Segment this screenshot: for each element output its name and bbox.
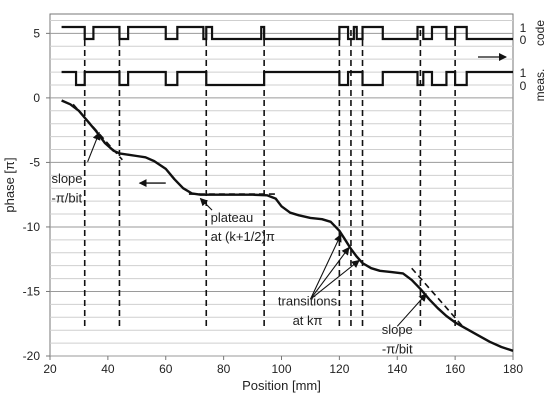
plateau-label-line1: plateau <box>211 210 254 225</box>
slope-label-1-line2: -π/bit <box>51 190 82 205</box>
y-tick-label: -20 <box>23 349 41 363</box>
transitions-label-line2: at kπ <box>293 313 323 328</box>
x-tick-label: 160 <box>445 362 465 376</box>
tick-labels: 20 40 60 80 100 120 140 160 180 -20 -15 -10 -5 0 5 Posi… <box>2 26 523 393</box>
slope-arrow-2 <box>396 293 427 327</box>
y-tick-label: -15 <box>23 284 41 298</box>
slope-label-1-line1: slope <box>51 171 82 186</box>
plateau-label-line2: at (k+1/2)π <box>211 229 275 244</box>
y-tick-label: -5 <box>29 155 40 169</box>
level-label-low: 0 <box>520 33 527 47</box>
transition-arrow <box>309 246 350 300</box>
slope-arrow-1 <box>87 131 101 162</box>
x-tick-label: 180 <box>503 362 523 376</box>
x-tick-label: 40 <box>101 362 115 376</box>
transition-arrow <box>310 259 360 300</box>
gridlines <box>50 19 513 357</box>
plateau-arrow <box>199 197 213 211</box>
x-tick-label: 140 <box>387 362 407 376</box>
x-tick-label: 120 <box>329 362 349 376</box>
x-tick-label: 20 <box>43 362 57 376</box>
phase-curve <box>61 99 514 352</box>
slope-fit-line-2 <box>411 267 465 329</box>
x-tick-label: 100 <box>271 362 291 376</box>
level-label-high: 1 <box>520 66 527 80</box>
y-tick-label: -10 <box>23 220 41 234</box>
transition-arrow <box>309 233 342 300</box>
x-tick-label: 80 <box>217 362 231 376</box>
level-label-high: 1 <box>520 21 527 35</box>
annotations: slope -π/bit plateau at (k+1/2)π transitions… <box>51 103 465 356</box>
y-tick-label: 0 <box>33 91 40 105</box>
transitions-label-line1: transitions <box>278 294 338 309</box>
y-tick-label: 5 <box>33 26 40 40</box>
waveform-meas <box>61 70 513 87</box>
meas-row-label: meas. <box>533 69 547 102</box>
code-row-label: code <box>533 20 547 46</box>
x-axis-label: Position [mm] <box>242 378 321 393</box>
slope-label-2-line2: -π/bit <box>382 341 413 356</box>
slope-label-2-line1: slope <box>382 322 413 337</box>
phase-curve-group <box>61 99 514 352</box>
slope-fit-line-1 <box>72 103 123 161</box>
level-label-low: 0 <box>520 79 527 93</box>
waveform-code <box>61 25 513 41</box>
y-axis-label: phase [π] <box>2 157 17 212</box>
x-tick-label: 60 <box>159 362 173 376</box>
